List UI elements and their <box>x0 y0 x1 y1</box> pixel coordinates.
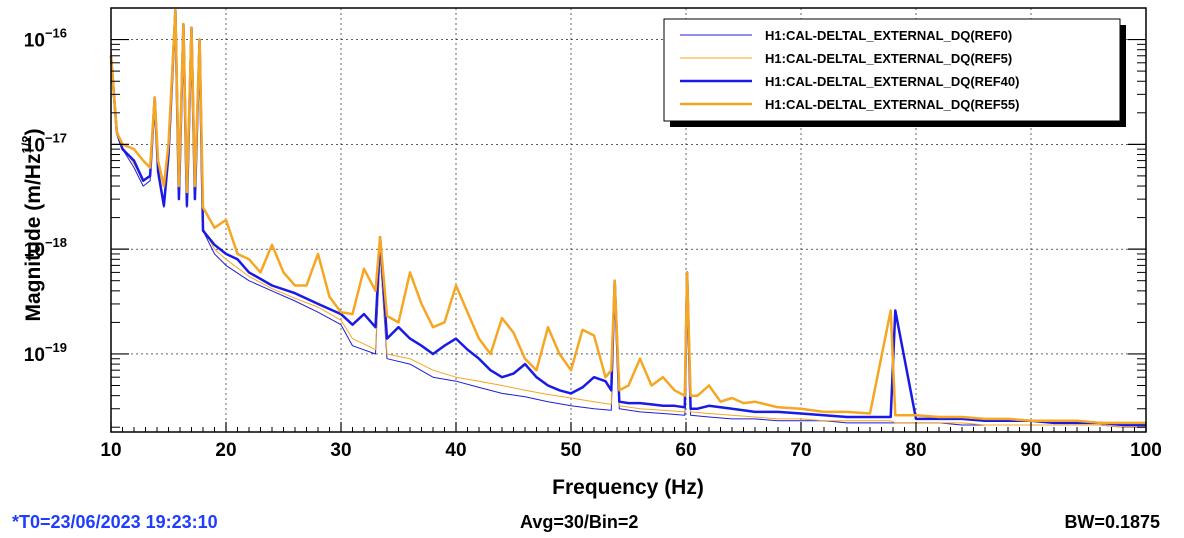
y-tick-exponent: −18 <box>45 235 67 250</box>
x-tick-label: 40 <box>445 440 466 461</box>
legend-entries: H1:CAL-DELTAL_EXTERNAL_DQ(REF0) H1:CAL-DE… <box>680 28 1019 112</box>
x-tick-label: 10 <box>100 440 121 461</box>
footer-t0-timestamp: *T0=23/06/2023 19:23:10 <box>12 512 218 532</box>
legend-label-0: H1:CAL-DELTAL_EXTERNAL_DQ(REF0) <box>765 28 1012 43</box>
y-tick-label: 10−17 <box>24 130 67 156</box>
series-layer <box>109 9 1146 428</box>
y-axis-title-main: Magnitude (m/Hz <box>22 154 45 322</box>
y-tick-label: 10−16 <box>24 26 67 52</box>
x-tick-label: 100 <box>1130 440 1162 461</box>
y-tick-base: 10 <box>24 31 45 52</box>
x-tick-label: 80 <box>905 440 926 461</box>
x-tick-label: 90 <box>1020 440 1041 461</box>
x-tick-label: 20 <box>215 440 236 461</box>
x-tick-label: 50 <box>560 440 581 461</box>
y-tick-exponent: −17 <box>45 130 67 145</box>
y-tick-exponent: −19 <box>45 340 67 355</box>
x-tick-label: 60 <box>675 440 696 461</box>
legend-label-1: H1:CAL-DELTAL_EXTERNAL_DQ(REF5) <box>765 51 1012 66</box>
x-tick-label: 30 <box>330 440 351 461</box>
y-tick-label: 10−18 <box>24 235 67 261</box>
footer-averaging: Avg=30/Bin=2 <box>520 512 639 532</box>
footer-bandwidth: BW=0.1875 <box>1064 512 1160 532</box>
y-tick-base: 10 <box>24 345 45 366</box>
series-line-3 <box>109 9 1146 425</box>
legend: H1:CAL-DELTAL_EXTERNAL_DQ(REF0) H1:CAL-DE… <box>663 18 1126 127</box>
x-axis-title: Frequency (Hz) <box>552 476 704 499</box>
y-axis-title-tail: ) <box>22 128 45 135</box>
y-axis-title-sup: 1/2 <box>19 135 34 153</box>
x-axis-ticks: 10 20 30 40 50 60 70 80 90 100 <box>100 422 1162 461</box>
y-axis-title: Magnitude (m/Hz1/2) <box>19 128 45 321</box>
y-tick-base: 10 <box>24 240 45 261</box>
y-tick-exponent: −16 <box>45 26 67 41</box>
legend-label-3: H1:CAL-DELTAL_EXTERNAL_DQ(REF55) <box>765 97 1019 112</box>
y-tick-base: 10 <box>24 135 45 156</box>
x-tick-label: 70 <box>790 440 811 461</box>
legend-label-2: H1:CAL-DELTAL_EXTERNAL_DQ(REF40) <box>765 74 1019 89</box>
y-tick-label: 10−19 <box>24 340 67 366</box>
